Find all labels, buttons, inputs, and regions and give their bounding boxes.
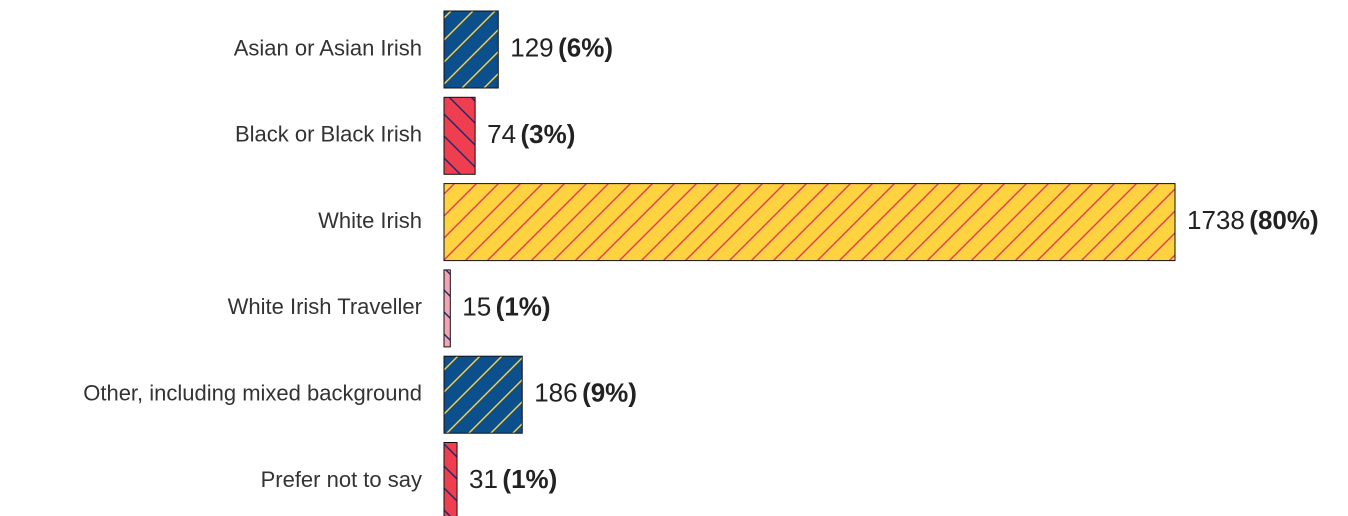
bar (443, 442, 458, 516)
category-label: Other, including mixed background (83, 381, 422, 406)
category-label: Prefer not to say (261, 467, 422, 492)
value-number: 186 (534, 378, 577, 408)
value-number: 1738 (1187, 205, 1245, 235)
value-label: 186 (9%) (534, 378, 637, 408)
percent-label: (9%) (582, 378, 637, 408)
bar (443, 355, 523, 434)
bar (443, 183, 1176, 262)
value-number: 15 (462, 291, 491, 321)
percent-label: (1%) (502, 464, 557, 494)
category-label: Black or Black Irish (235, 122, 422, 147)
value-number: 129 (510, 32, 553, 62)
value-label: 1738 (80%) (1187, 205, 1319, 235)
percent-label: (80%) (1249, 205, 1318, 235)
value-number: 31 (469, 464, 498, 494)
bar (443, 269, 451, 348)
bar (443, 96, 476, 175)
percent-label: (6%) (558, 32, 613, 62)
value-label: 129 (6%) (510, 32, 613, 62)
category-label: White Irish Traveller (228, 294, 422, 319)
category-label: White Irish (318, 208, 422, 233)
category-label: Asian or Asian Irish (234, 35, 422, 60)
value-label: 74 (3%) (487, 119, 575, 149)
percent-label: (1%) (496, 291, 551, 321)
bar (443, 10, 499, 89)
percent-label: (3%) (520, 119, 575, 149)
value-label: 15 (1%) (462, 291, 550, 321)
value-label: 31 (1%) (469, 464, 557, 494)
value-number: 74 (487, 119, 516, 149)
